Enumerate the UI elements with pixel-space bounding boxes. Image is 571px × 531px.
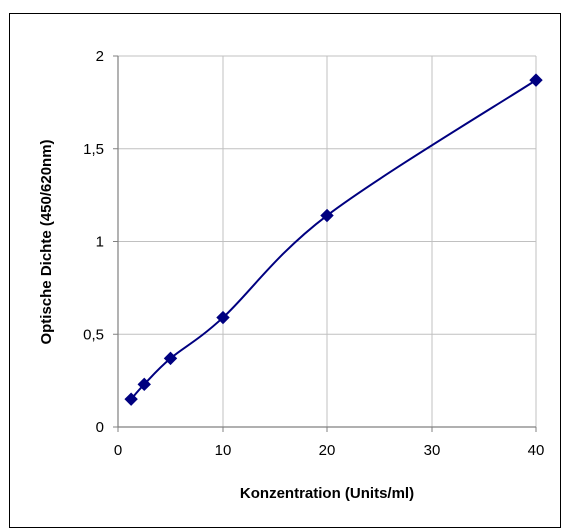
series-line [130, 79, 537, 400]
x-tick-label: 0 [114, 442, 122, 459]
data-point [137, 377, 151, 392]
x-axis-title: Konzentration (Units/ml) [240, 485, 414, 502]
x-tick-label: 10 [215, 442, 232, 459]
data-point [529, 73, 543, 87]
chart-frame [9, 13, 561, 528]
data-point [216, 310, 230, 325]
x-tick-label: 30 [424, 442, 441, 459]
data-point [124, 392, 138, 406]
gridlines [118, 55, 537, 427]
x-tick-label: 20 [319, 442, 336, 459]
axes [113, 55, 537, 432]
y-tick-label: 1 [96, 234, 104, 251]
y-tick-label: 0 [96, 419, 104, 436]
x-tick-label: 40 [528, 442, 545, 459]
tick-labels: 00,511,520 10 20 30 40 [83, 48, 544, 459]
y-tick-label: 1,5 [83, 141, 104, 158]
y-tick-label: 2 [96, 48, 104, 65]
data-point [163, 351, 178, 366]
y-tick-label: 0,5 [83, 326, 104, 343]
data-series [124, 73, 543, 406]
data-point [320, 208, 334, 223]
y-axis-title: Optische Dichte (450/620nm) [38, 139, 55, 344]
